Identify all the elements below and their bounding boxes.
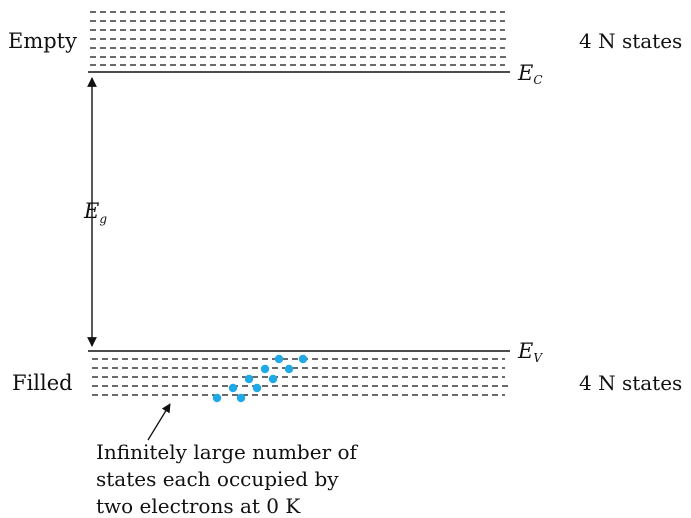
electron-dot xyxy=(268,374,278,384)
electron-dot xyxy=(298,354,308,364)
electron-dot xyxy=(236,393,246,403)
valence-band-levels xyxy=(92,358,510,396)
filled-label: Filled xyxy=(12,371,73,395)
electron-dot xyxy=(274,354,284,364)
electron-dot xyxy=(260,364,270,374)
electron-dot xyxy=(228,383,238,393)
empty-label: Empty xyxy=(8,29,77,53)
annotation-line-3: two electrons at 0 K xyxy=(96,494,301,518)
ev-label: EV xyxy=(517,339,543,365)
electron-dot xyxy=(212,393,222,403)
electron-dot xyxy=(244,374,254,384)
electrons xyxy=(212,354,308,403)
conduction-band-levels xyxy=(90,11,510,66)
annotation-line-2: states each occupied by xyxy=(96,467,339,491)
electron-dot xyxy=(284,364,294,374)
annotation-line-1: Infinitely large number of xyxy=(96,440,359,464)
bottom-states-label: 4 N states xyxy=(579,371,682,395)
eg-label: Eg xyxy=(83,199,107,226)
top-states-label: 4 N states xyxy=(579,29,682,53)
ec-label: EC xyxy=(517,61,543,87)
annotation-pointer-arrow xyxy=(147,403,171,441)
electron-dot xyxy=(252,383,262,393)
